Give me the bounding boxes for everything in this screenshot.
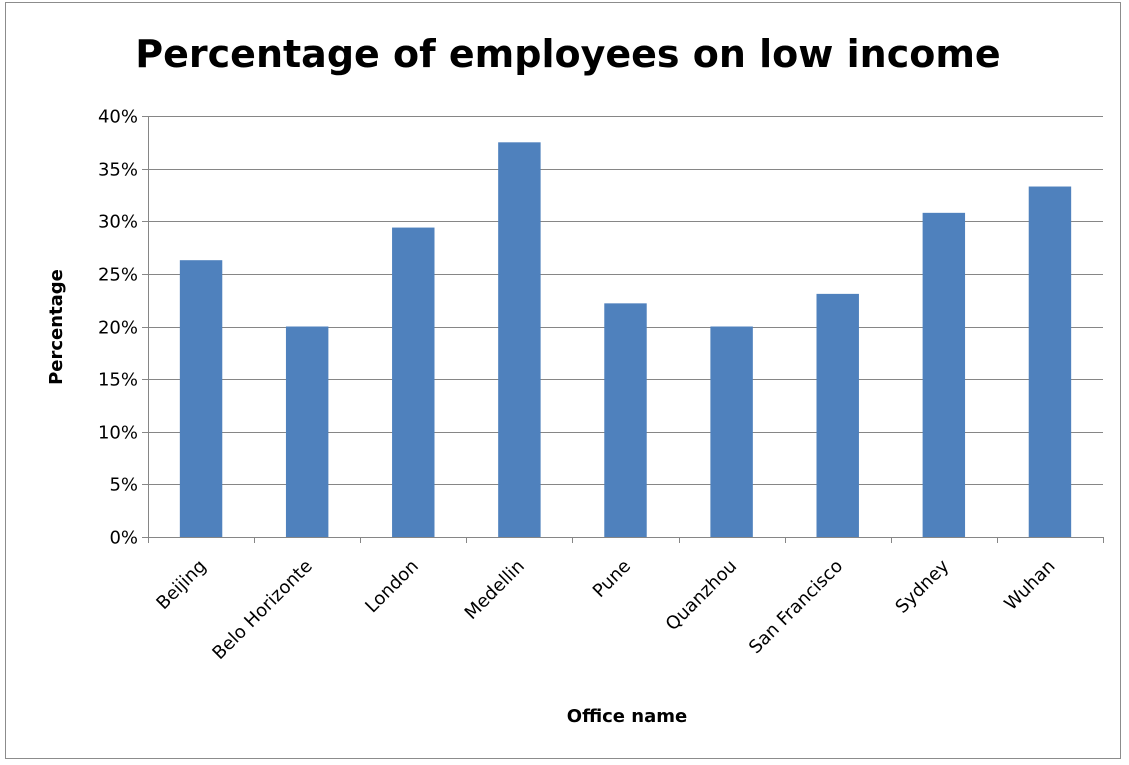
- x-axis-title: Office name: [567, 706, 687, 727]
- x-tick-label: Wuhan: [1000, 556, 1059, 615]
- bar-london: [392, 227, 435, 537]
- x-tick-label: Belo Horizonte: [208, 556, 316, 664]
- axes: [142, 116, 1104, 543]
- x-tick-label: London: [361, 556, 423, 618]
- x-tick-label: Quanzhou: [662, 556, 741, 635]
- y-tick-label: 25%: [98, 265, 138, 286]
- bar-beijing: [179, 260, 223, 537]
- y-tick-label: 10%: [98, 423, 138, 444]
- bar-medellin: [498, 142, 541, 537]
- x-tick-label: San Francisco: [745, 556, 847, 658]
- bar-wuhan: [1028, 186, 1072, 537]
- y-axis-title: Percentage: [46, 269, 67, 385]
- y-tick-label: 0%: [109, 528, 138, 549]
- y-tick-label: 15%: [98, 370, 138, 391]
- x-tick-label: Sydney: [891, 555, 953, 617]
- y-tick-label: 30%: [98, 212, 138, 233]
- bar-belo-horizonte: [285, 326, 329, 537]
- bars: [179, 142, 1072, 537]
- y-tick-labels: 0% 5% 10% 15% 20% 25% 30% 35% 40%: [98, 107, 138, 549]
- x-tick-label: Medellin: [461, 556, 529, 624]
- chart-title: Percentage of employees on low income: [135, 32, 1000, 76]
- x-tick-label: Beijing: [152, 556, 210, 614]
- x-tick-label: Pune: [589, 556, 635, 602]
- bar-quanzhou: [710, 326, 753, 537]
- bar-san-francisco: [816, 293, 859, 537]
- y-tick-label: 40%: [98, 107, 138, 128]
- bar-pune: [604, 303, 647, 537]
- y-tick-label: 5%: [109, 475, 138, 496]
- y-tick-label: 20%: [98, 318, 138, 339]
- bar-sydney: [922, 212, 966, 537]
- y-tick-label: 35%: [98, 160, 138, 181]
